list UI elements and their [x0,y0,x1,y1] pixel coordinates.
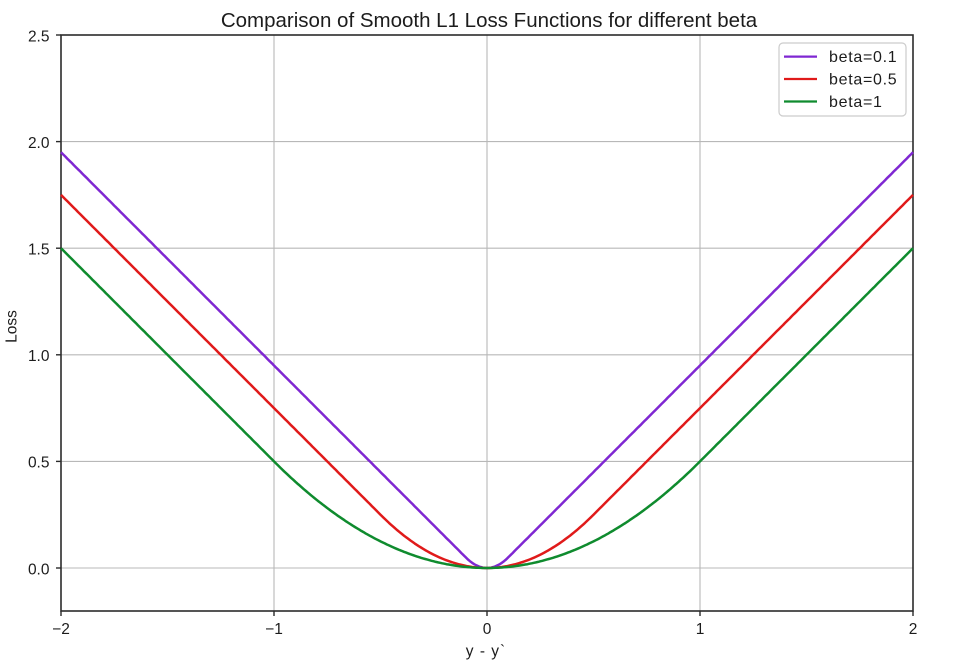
svg-text:1.0: 1.0 [28,348,50,365]
svg-text:0.5: 0.5 [28,455,50,472]
svg-text:2.5: 2.5 [28,28,50,45]
svg-text:beta=0.1: beta=0.1 [829,49,897,66]
svg-text:1: 1 [696,621,705,638]
svg-text:−1: −1 [265,621,283,638]
svg-text:y - y`: y - y` [466,643,506,660]
svg-text:Loss: Loss [4,310,21,343]
svg-text:2.0: 2.0 [28,135,50,152]
svg-text:2: 2 [909,621,918,638]
svg-text:0: 0 [483,621,492,638]
svg-text:1.5: 1.5 [28,242,50,259]
svg-text:beta=1: beta=1 [829,94,883,111]
svg-text:beta=0.5: beta=0.5 [829,71,897,88]
svg-text:Comparison of Smooth L1 Loss F: Comparison of Smooth L1 Loss Functions f… [221,9,758,32]
svg-text:−2: −2 [52,621,70,638]
svg-text:0.0: 0.0 [28,561,50,578]
